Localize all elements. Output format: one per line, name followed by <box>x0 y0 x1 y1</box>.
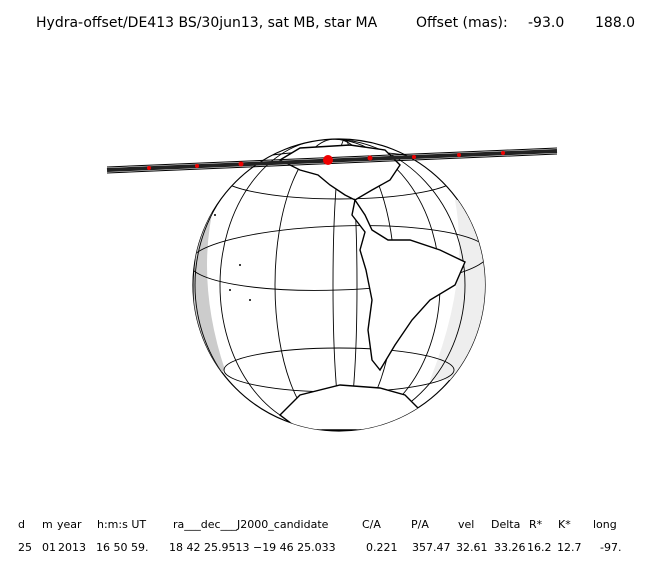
column-value: -97. <box>600 541 621 554</box>
shadow-path <box>106 147 558 174</box>
column-header: ra___dec___J2000_candidate <box>173 518 329 531</box>
column-value: 01 <box>42 541 56 554</box>
column-header: h:m:s UT <box>97 518 146 531</box>
column-header: m <box>42 518 53 531</box>
column-value: 357.47 <box>412 541 451 554</box>
offset-value: 188.0 <box>595 15 635 31</box>
title: Hydra-offset/DE413 BS/30jun13, sat MB, s… <box>36 15 378 31</box>
column-value: 0.221 <box>366 541 398 554</box>
column-value: 32.61 <box>456 541 488 554</box>
column-value: 12.7 <box>557 541 582 554</box>
offset-value: -93.0 <box>528 15 564 31</box>
column-header: R* <box>529 518 543 531</box>
column-header: Delta <box>491 518 520 531</box>
column-header: long <box>593 518 617 531</box>
column-header: vel <box>458 518 474 531</box>
column-header: year <box>57 518 82 531</box>
offset-label: Offset (mas): <box>416 15 508 31</box>
column-header: d <box>18 518 25 531</box>
column-value: 25 <box>18 541 32 554</box>
column-value: 16.2 <box>527 541 552 554</box>
globe <box>192 138 486 432</box>
column-value: 18 42 25.9513 −19 46 25.033 <box>169 541 336 554</box>
column-value: 33.26 <box>494 541 526 554</box>
column-value: 16 50 59. <box>96 541 148 554</box>
column-header: P/A <box>411 518 429 531</box>
column-header: C/A <box>362 518 381 531</box>
column-value: 2013 <box>58 541 86 554</box>
column-header: K* <box>558 518 571 531</box>
